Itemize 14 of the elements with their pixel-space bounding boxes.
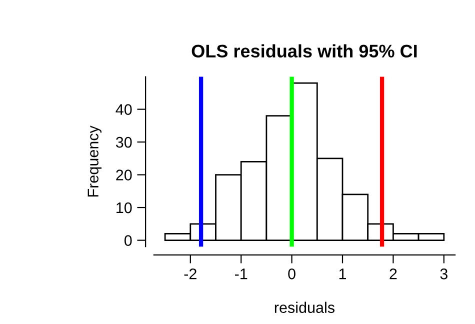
y-tick-label: 0	[124, 235, 132, 246]
y-axis-title: Frequency	[88, 126, 102, 197]
y-tick-label: 40	[116, 104, 132, 115]
x-tick-label: -1	[234, 268, 248, 280]
chart-title: OLS residuals with 95% CI	[192, 44, 417, 58]
x-tick-label: -2	[184, 268, 196, 280]
x-tick-label: 3	[440, 268, 448, 280]
x-axis-title: residuals	[274, 302, 334, 313]
y-tick-label: 30	[116, 136, 132, 148]
y-tick-label: 20	[116, 170, 132, 180]
x-tick-label: 2	[390, 268, 397, 280]
y-tick-label: 10	[116, 202, 132, 214]
x-tick-label: 0	[288, 268, 296, 280]
x-tick-label: 1	[339, 268, 346, 280]
